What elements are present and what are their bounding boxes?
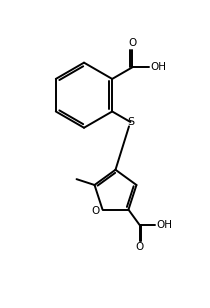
Text: O: O xyxy=(135,242,144,252)
Text: O: O xyxy=(128,38,136,48)
Text: OH: OH xyxy=(150,63,166,72)
Text: O: O xyxy=(92,206,100,216)
Text: OH: OH xyxy=(156,220,172,230)
Text: S: S xyxy=(127,117,134,127)
